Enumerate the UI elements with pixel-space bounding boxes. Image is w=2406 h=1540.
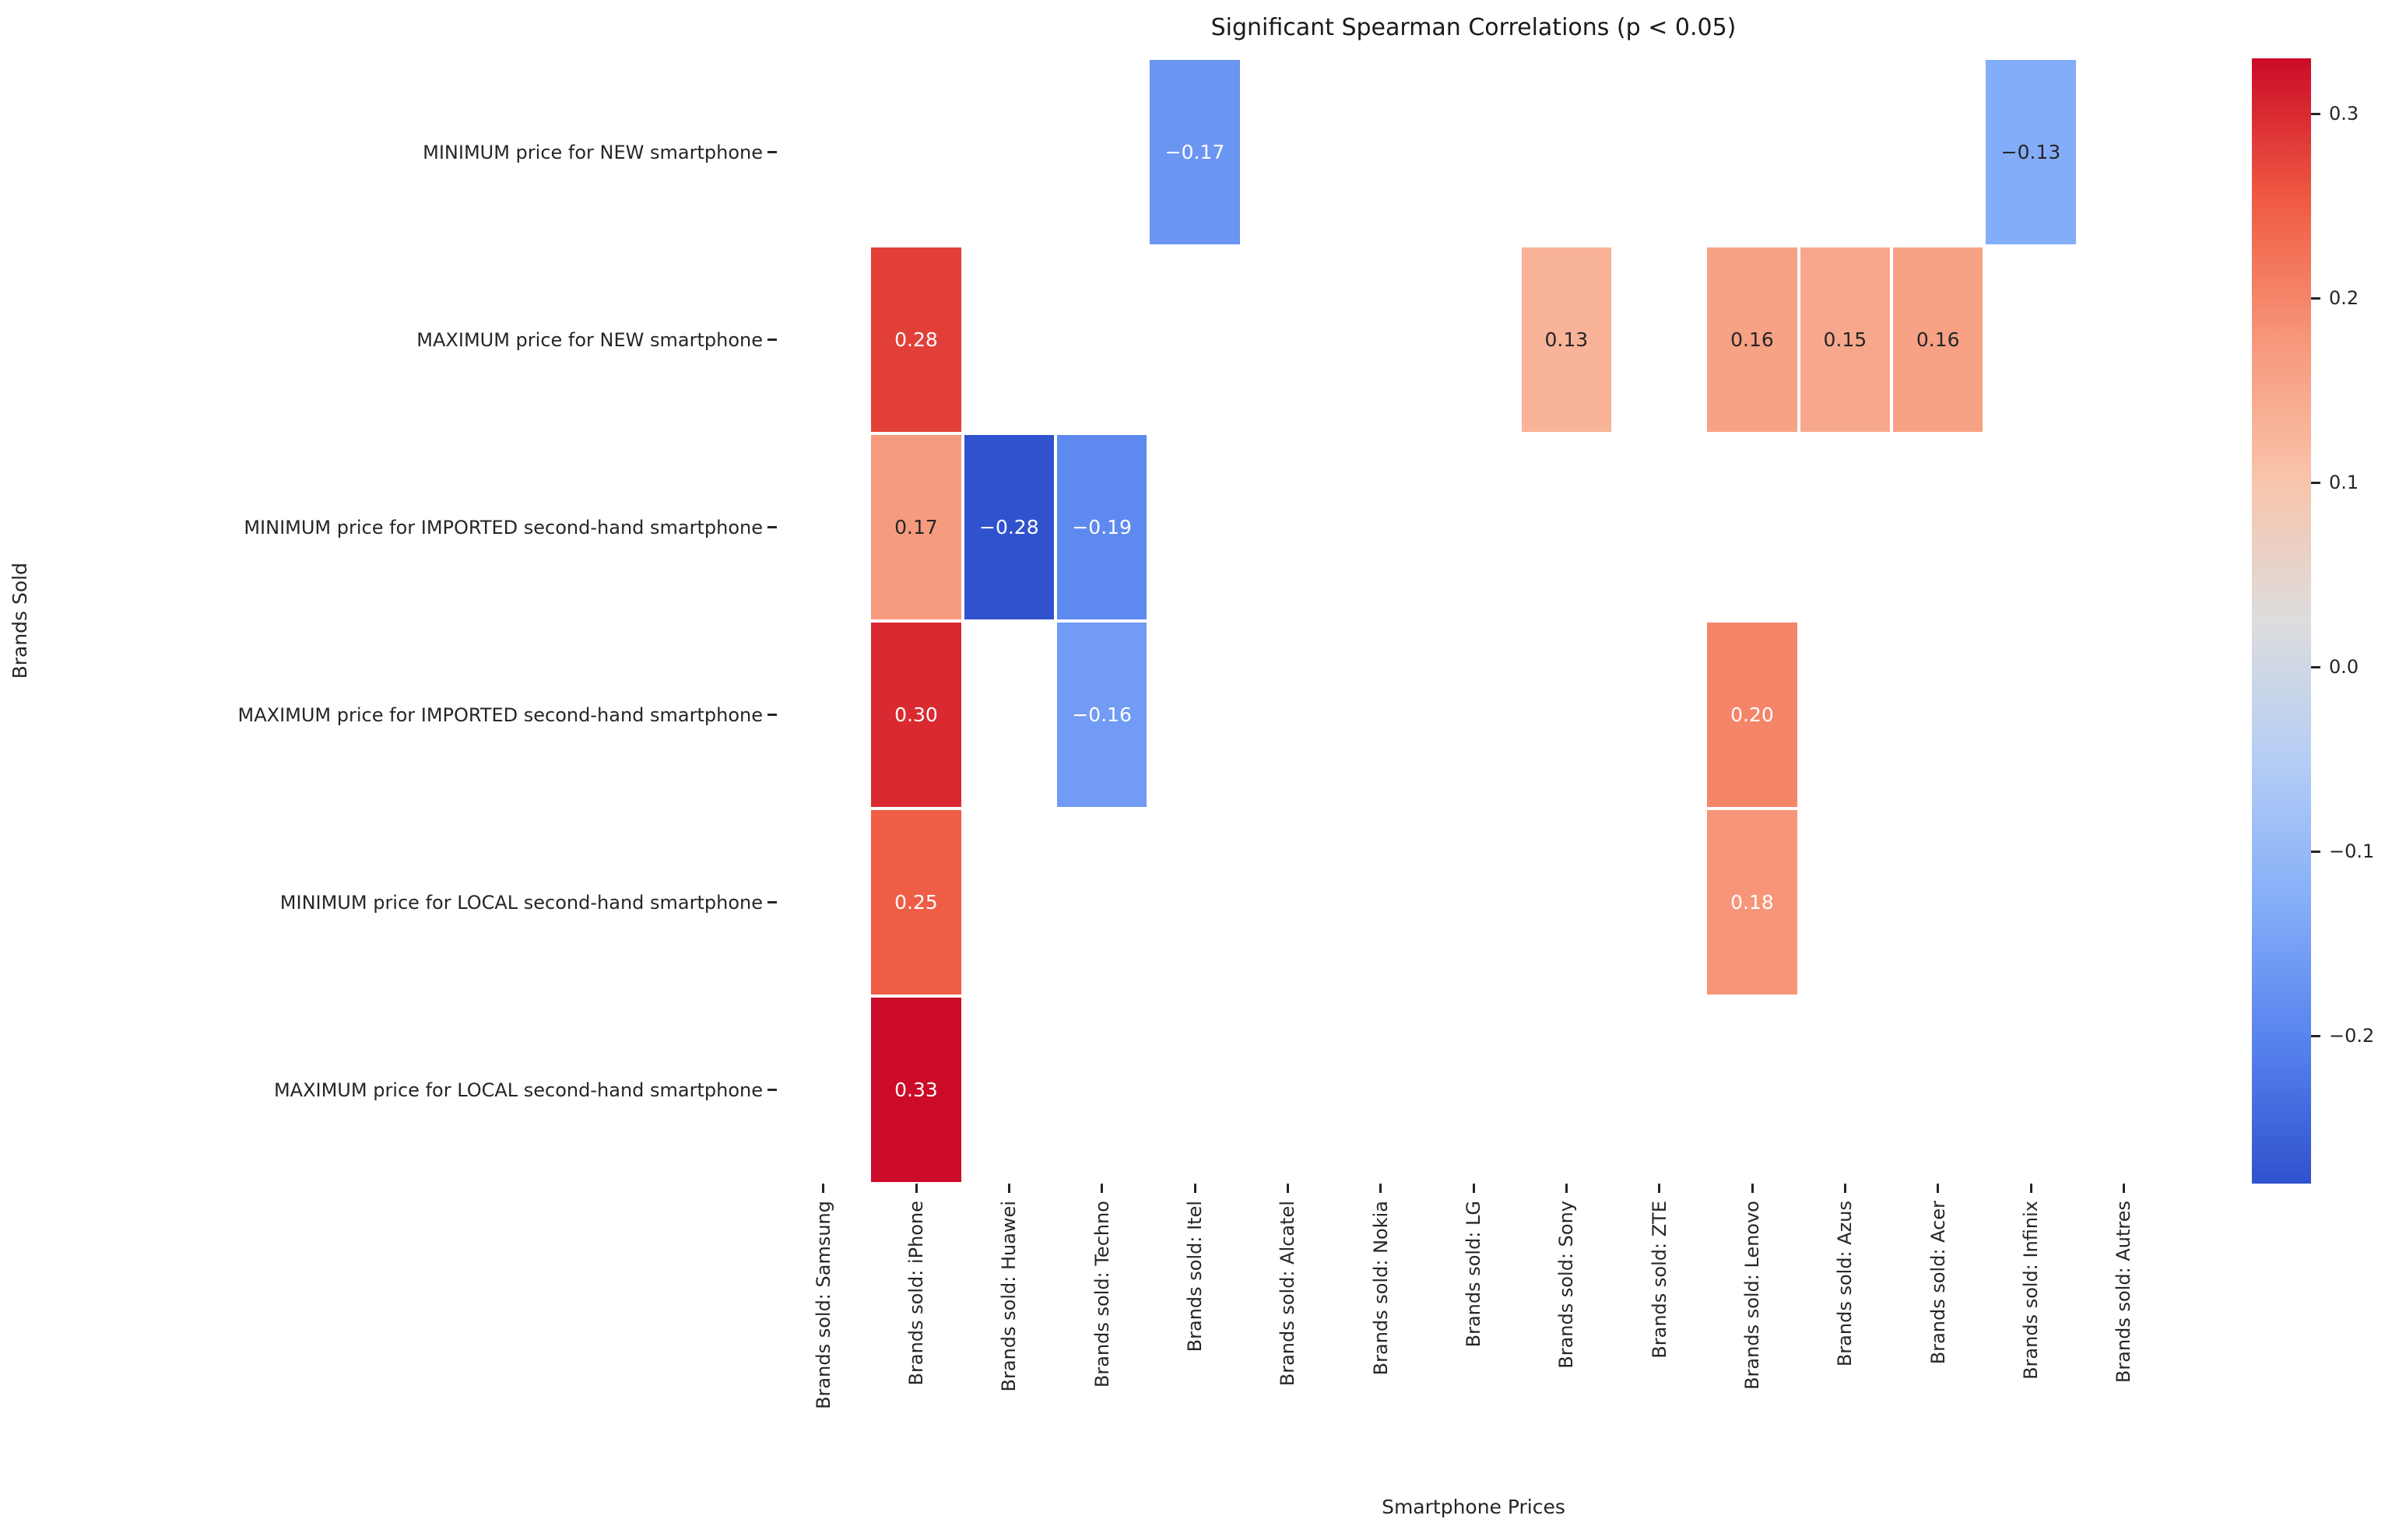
y-tick-label: MINIMUM price for NEW smartphone xyxy=(423,141,763,163)
x-tick-mark xyxy=(1101,1184,1104,1193)
heatmap-cell: −0.17 xyxy=(1150,60,1240,244)
colorbar-tick-mark xyxy=(2311,1034,2320,1037)
y-tick-label: MAXIMUM price for LOCAL second-hand smar… xyxy=(273,1079,763,1101)
heatmap-cell: 0.17 xyxy=(871,435,961,619)
colorbar-tick-label: −0.1 xyxy=(2329,840,2375,863)
x-tick-label: Brands sold: Samsung xyxy=(812,1201,834,1409)
x-tick-label: Brands sold: Nokia xyxy=(1369,1201,1392,1376)
x-tick-mark xyxy=(1379,1184,1382,1193)
x-tick-label: Brands sold: Autres xyxy=(2113,1201,2135,1384)
y-tick-label: MAXIMUM price for IMPORTED second-hand s… xyxy=(237,703,763,726)
y-tick-mark xyxy=(767,339,777,341)
x-tick-mark xyxy=(1565,1184,1568,1193)
heatmap-cell: 0.16 xyxy=(1893,247,1983,432)
x-tick-label: Brands sold: ZTE xyxy=(1648,1201,1670,1359)
x-tick-label: Brands sold: Techno xyxy=(1091,1201,1113,1388)
heatmap-cell: 0.20 xyxy=(1707,623,1797,807)
y-axis-title-text: Brands Sold xyxy=(8,563,31,679)
x-tick-label: Brands sold: Lenovo xyxy=(1741,1201,1763,1390)
y-tick-mark xyxy=(767,901,777,903)
y-tick-mark xyxy=(767,151,777,153)
heatmap-cell: 0.25 xyxy=(871,810,961,995)
heatmap-cell: −0.16 xyxy=(1057,623,1147,807)
x-tick-mark xyxy=(2122,1184,2125,1193)
colorbar-tick-mark xyxy=(2311,481,2320,484)
x-tick-label: Brands sold: Infinix xyxy=(2020,1201,2042,1380)
colorbar-tick-label: 0.0 xyxy=(2329,656,2359,679)
chart-title: Significant Spearman Correlations (p < 0… xyxy=(1210,14,1737,41)
y-axis-title: Brands Sold xyxy=(6,58,33,1184)
x-tick-label: Brands sold: Huawei xyxy=(998,1201,1020,1392)
x-tick-mark xyxy=(1751,1184,1754,1193)
heatmap-cell: −0.28 xyxy=(964,435,1054,619)
y-tick-label: MAXIMUM price for NEW smartphone xyxy=(416,328,763,351)
heatmap-cell: −0.19 xyxy=(1057,435,1147,619)
colorbar-tick-label: 0.2 xyxy=(2329,287,2359,310)
heatmap-cell: 0.15 xyxy=(1800,247,1890,432)
x-tick-label: Brands sold: Sony xyxy=(1555,1201,1578,1369)
x-tick-label: Brands sold: Acer xyxy=(1927,1201,1949,1365)
x-tick-mark xyxy=(1937,1184,1940,1193)
x-axis-title: Smartphone Prices xyxy=(1382,1496,1565,1518)
x-tick-mark xyxy=(822,1184,825,1193)
colorbar-tick-mark xyxy=(2311,665,2320,668)
heatmap-cell: −0.13 xyxy=(1986,60,2076,244)
y-tick-mark xyxy=(767,1089,777,1091)
x-tick-label: Brands sold: Azus xyxy=(1834,1201,1856,1367)
x-tick-mark xyxy=(1193,1184,1196,1193)
colorbar-gradient xyxy=(2252,58,2311,1184)
x-tick-label: Brands sold: iPhone xyxy=(905,1201,927,1386)
x-tick-mark xyxy=(2029,1184,2032,1193)
heatmap-cell: 0.28 xyxy=(871,247,961,432)
heatmap-cell: 0.13 xyxy=(1521,247,1611,432)
colorbar-tick-label: 0.3 xyxy=(2329,103,2359,125)
y-tick-label: MINIMUM price for IMPORTED second-hand s… xyxy=(244,516,763,538)
x-tick-mark xyxy=(1286,1184,1289,1193)
x-tick-mark xyxy=(1843,1184,1846,1193)
x-tick-label: Brands sold: LG xyxy=(1463,1201,1484,1348)
x-tick-mark xyxy=(915,1184,918,1193)
colorbar-tick-label: 0.1 xyxy=(2329,472,2359,494)
x-tick-label: Brands sold: Alcatel xyxy=(1277,1201,1299,1387)
heatmap-cell: 0.18 xyxy=(1707,810,1797,995)
heatmap-cell: 0.16 xyxy=(1707,247,1797,432)
x-tick-mark xyxy=(1007,1184,1010,1193)
y-tick-mark xyxy=(767,526,777,528)
heatmap-cell: 0.33 xyxy=(871,998,961,1182)
heatmap-cell: 0.30 xyxy=(871,623,961,807)
colorbar-tick-mark xyxy=(2311,296,2320,300)
y-tick-mark xyxy=(767,714,777,716)
colorbar-tick-mark xyxy=(2311,850,2320,853)
heatmap-plot-area: −0.17 −0.13 0.28 0.13 0.16 0.15 0.16 0.17 −0.28−… xyxy=(777,58,2170,1184)
y-tick-label: MINIMUM price for LOCAL second-hand smar… xyxy=(279,891,763,914)
x-tick-mark xyxy=(1658,1184,1661,1193)
colorbar-tick-label: −0.2 xyxy=(2329,1025,2375,1047)
x-tick-label: Brands sold: Itel xyxy=(1184,1201,1206,1352)
colorbar-tick-mark xyxy=(2311,112,2320,115)
x-tick-mark xyxy=(1472,1184,1475,1193)
